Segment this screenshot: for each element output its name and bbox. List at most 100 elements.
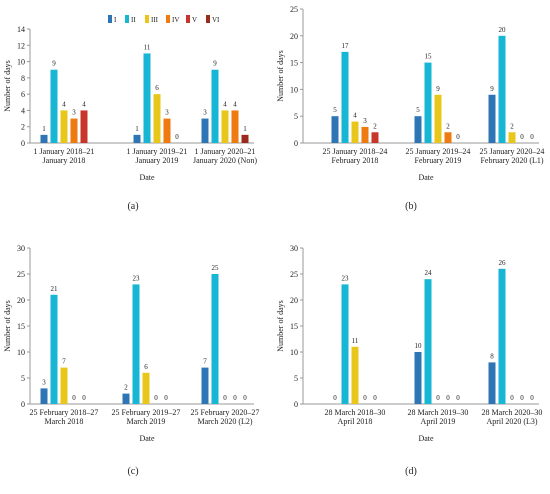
legend-item-vi: VI	[206, 15, 220, 24]
bar-i-cat2	[133, 134, 141, 143]
x-tick-label: 1 January 2019–21	[127, 147, 188, 156]
bar-i-cat2	[414, 116, 422, 143]
y-tick-label: 15	[290, 322, 298, 331]
data-label: 3	[165, 109, 169, 117]
y-tick-label: 10	[290, 85, 298, 94]
x-tick-label: January 2018	[43, 156, 86, 165]
x-tick-label: January 2020 (Non)	[193, 156, 257, 165]
y-tick-label: 4	[21, 106, 25, 115]
x-axis-title: Date	[139, 434, 155, 443]
bar-v-cat1	[371, 132, 379, 143]
x-tick-label: 28 March 2018–30	[325, 408, 386, 417]
data-label: 3	[363, 117, 367, 125]
data-label: 21	[51, 285, 59, 293]
y-axis-title: Number of days	[3, 60, 12, 112]
x-tick-label: February 2019	[415, 156, 462, 165]
legend-label: III	[151, 16, 159, 24]
x-tick-label: 1 January 2018–21	[34, 147, 95, 156]
legend-swatch	[206, 15, 210, 23]
y-tick-label: 20	[290, 296, 298, 305]
data-label: 9	[490, 85, 494, 93]
data-label: 0	[175, 133, 179, 141]
bar-ii-cat3	[211, 69, 219, 143]
x-tick-label: February 2018	[332, 156, 379, 165]
data-label: 4	[62, 100, 66, 108]
data-label: 4	[223, 100, 227, 108]
x-tick-label: March 2018	[45, 417, 84, 426]
data-label: 10	[415, 342, 423, 350]
data-label: 1	[243, 125, 247, 133]
bar-iii-cat2	[434, 94, 442, 143]
bar-iii-cat1	[351, 121, 359, 143]
y-tick-label: 15	[290, 59, 298, 68]
y-tick-label: 12	[17, 41, 25, 50]
data-label: 23	[342, 274, 350, 282]
x-tick-label: 28 March 2019–30	[408, 408, 469, 417]
legend-swatch	[145, 15, 149, 23]
data-label: 0	[72, 394, 76, 402]
y-axis-title: Number of days	[276, 50, 285, 102]
panel-label: (b)	[405, 201, 417, 212]
data-label: 0	[333, 394, 337, 402]
y-tick-label: 14	[17, 25, 25, 34]
bar-v-cat1	[80, 110, 88, 143]
legend-item-ii: II	[125, 15, 136, 24]
data-label: 11	[352, 337, 359, 345]
y-axis-title: Number of days	[276, 300, 285, 352]
data-label: 9	[52, 60, 56, 68]
x-tick-label: April 2020 (L3)	[486, 417, 537, 426]
bar-i-cat3	[488, 94, 496, 143]
legend-swatch	[125, 15, 129, 23]
data-label: 17	[342, 42, 350, 50]
data-label: 0	[520, 133, 524, 141]
legend-item-iv: IV	[166, 15, 179, 24]
bar-i-cat1	[40, 388, 48, 404]
data-label: 6	[144, 363, 148, 371]
bar-ii-cat1	[50, 294, 58, 404]
bar-iii-cat1	[60, 367, 68, 404]
data-label: 0	[446, 394, 450, 402]
legend-label: IV	[172, 16, 179, 24]
data-label: 2	[373, 122, 377, 130]
y-tick-label: 0	[21, 400, 25, 409]
bar-iii-cat3	[508, 132, 516, 143]
y-tick-label: 25	[17, 270, 25, 279]
data-label: 11	[144, 43, 151, 51]
y-axis-title: Number of days	[3, 300, 12, 352]
y-tick-label: 10	[17, 348, 25, 357]
y-tick-label: 6	[21, 90, 25, 99]
bar-iv-cat3	[231, 110, 239, 143]
data-label: 20	[499, 26, 507, 34]
data-label: 0	[436, 394, 440, 402]
data-label: 3	[42, 378, 46, 386]
x-tick-label: March 2020 (L2)	[197, 417, 252, 426]
data-label: 0	[233, 394, 237, 402]
x-tick-label: March 2019	[127, 417, 166, 426]
panel-label: (a)	[127, 201, 138, 212]
data-label: 15	[425, 53, 433, 61]
y-tick-label: 8	[21, 74, 25, 83]
x-axis-title: Date	[139, 173, 155, 182]
bar-iv-cat2	[444, 132, 452, 143]
x-tick-label: 25 January 2020–24	[480, 147, 545, 156]
legend-swatch	[166, 15, 170, 23]
data-label: 7	[203, 358, 207, 366]
bar-iii-cat1	[60, 110, 68, 143]
y-tick-label: 5	[294, 112, 298, 121]
y-tick-label: 15	[17, 322, 25, 331]
bar-ii-cat3	[498, 268, 506, 404]
legend-label: VI	[212, 16, 220, 24]
data-label: 0	[164, 394, 168, 402]
y-tick-label: 30	[290, 244, 298, 253]
legend-item-i: I	[108, 15, 117, 24]
data-label: 0	[154, 394, 158, 402]
x-tick-label: April 2018	[338, 417, 373, 426]
y-tick-label: 10	[290, 348, 298, 357]
y-tick-label: 5	[21, 374, 25, 383]
data-label: 5	[333, 106, 337, 114]
bar-i-cat3	[488, 362, 496, 404]
